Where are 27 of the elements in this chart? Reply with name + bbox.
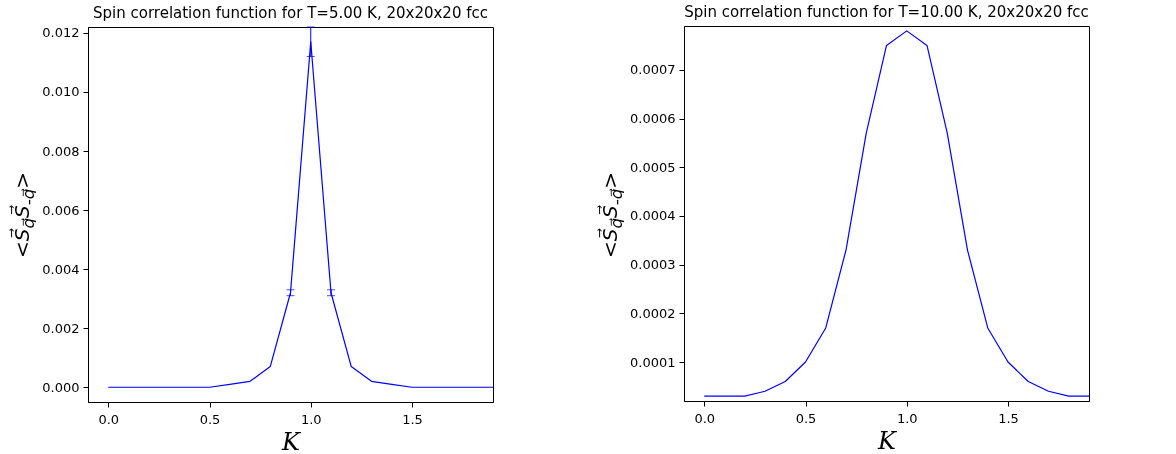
x-tick-label: 0.0 [98, 411, 120, 427]
x-tick-label: 0.5 [795, 410, 817, 426]
y-tick-label: 0.000 [42, 379, 80, 395]
x-tick-label: 1.5 [998, 410, 1019, 426]
x-tick-label: 1.0 [896, 410, 918, 426]
x-tick-label: 0.5 [199, 411, 221, 427]
y-tick-label: 0.0007 [630, 62, 676, 78]
line-series [703, 30, 1089, 397]
x-axis-title: K [281, 427, 303, 454]
y-tick-label: 0.0006 [630, 111, 676, 127]
y-tick-label: 0.012 [42, 25, 80, 41]
y-tick-label: 0.0004 [630, 208, 676, 224]
x-tick-label: 1.5 [402, 411, 423, 427]
x-tick-label: 0.0 [694, 410, 716, 426]
y-tick-label: 0.008 [42, 143, 80, 159]
y-tick-label: 0.0005 [630, 159, 676, 175]
y-tick-label: 0.010 [42, 84, 80, 100]
y-tick-label: 0.0001 [630, 354, 676, 370]
y-tick-label: 0.004 [42, 261, 80, 277]
x-axis-title: K [877, 426, 899, 454]
y-tick-label: 0.0003 [630, 257, 676, 273]
chart-title: Spin correlation function for T=5.00 K, 20x20x20 fcc [92, 3, 489, 22]
y-tick-label: 0.002 [42, 320, 80, 336]
chart-title: Spin correlation function for T=10.00 K, 20x20x20 fcc [684, 3, 1089, 21]
y-tick-label: 0.006 [42, 202, 80, 218]
x-tick-label: 1.0 [300, 411, 322, 427]
y-tick-label: 0.0002 [630, 305, 676, 321]
